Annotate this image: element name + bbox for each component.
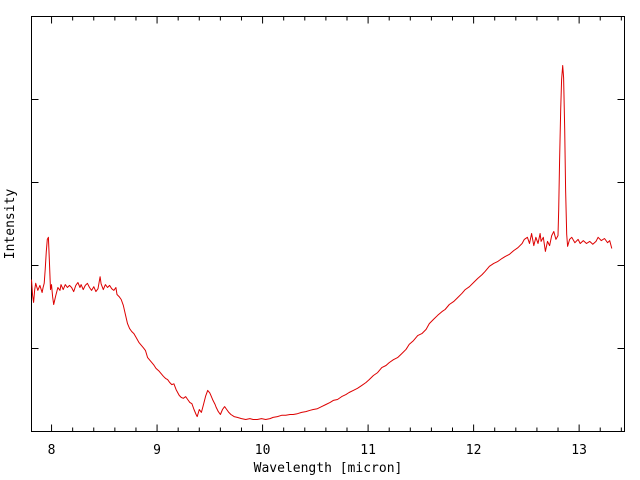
x-tick-label: 8 <box>48 443 56 458</box>
x-tick-label: 10 <box>255 443 271 458</box>
x-tick-label: 13 <box>571 443 587 458</box>
plot-border <box>31 16 625 432</box>
x-tick-labels: 8 9 10 11 12 13 <box>48 443 587 458</box>
x-tick-label: 11 <box>360 443 376 458</box>
axis-ticks <box>31 16 625 432</box>
x-tick-label: 9 <box>153 443 161 458</box>
x-axis-title: Wavelength [micron] <box>254 461 403 476</box>
x-tick-label: 12 <box>466 443 482 458</box>
y-axis-title: Intensity <box>3 189 18 260</box>
spectrum-line <box>31 65 613 420</box>
